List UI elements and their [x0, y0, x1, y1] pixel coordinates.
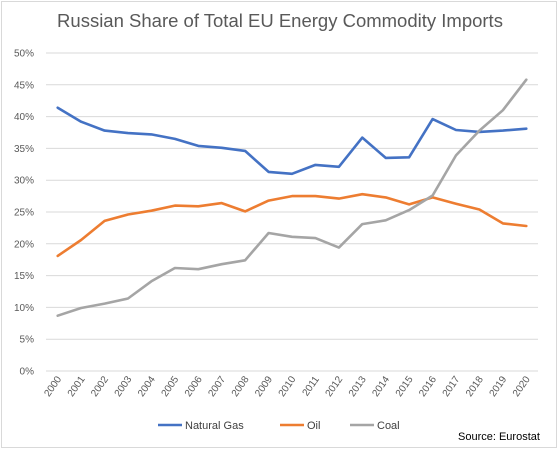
x-tick-label: 2010 [277, 374, 299, 399]
x-tick-label: 2006 [183, 374, 205, 399]
source-note: Source: Eurostat [458, 431, 540, 443]
y-tick-label: 35% [14, 144, 34, 155]
y-tick-label: 10% [14, 303, 34, 314]
x-tick-label: 2020 [511, 374, 533, 399]
x-tick-label: 2002 [89, 374, 111, 399]
y-tick-label: 25% [14, 208, 34, 219]
y-tick-label: 30% [14, 176, 34, 187]
x-tick-label: 2011 [301, 374, 323, 398]
x-tick-label: 2013 [347, 374, 369, 399]
y-tick-label: 0% [20, 367, 35, 378]
legend-label: Coal [377, 420, 400, 432]
y-tick-label: 50% [14, 49, 34, 60]
y-tick-label: 20% [14, 239, 34, 250]
x-tick-label: 2012 [324, 374, 346, 399]
x-tick-label: 2019 [488, 374, 510, 399]
series-line-oil [56, 192, 528, 258]
x-tick-label: 2015 [394, 374, 416, 399]
x-tick-label: 2014 [370, 374, 392, 399]
x-tick-label: 2000 [42, 374, 64, 399]
chart-title: Russian Share of Total EU Energy Commodi… [57, 10, 503, 31]
legend: Natural Gas Oil Coal [158, 420, 400, 432]
x-axis-ticks: 2000 2001 2002 2003 2004 2005 2006 2007 2008 2009… [42, 374, 533, 399]
series-line-coal [56, 78, 528, 318]
y-tick-label: 40% [14, 112, 34, 123]
x-tick-label: 2009 [253, 374, 275, 399]
x-tick-label: 2005 [160, 374, 182, 399]
x-tick-label: 2007 [206, 374, 228, 399]
series-lines [56, 78, 528, 318]
y-tick-label: 5% [20, 335, 35, 346]
gridlines [46, 52, 538, 372]
x-tick-label: 2017 [441, 374, 463, 399]
legend-label: Oil [307, 420, 320, 432]
y-tick-label: 45% [14, 80, 34, 91]
y-axis-ticks: 0% 5% 10% 15% 20% 25% 30% 35% 40% 45% 50% [14, 49, 34, 378]
legend-label: Natural Gas [185, 420, 244, 432]
x-tick-label: 2004 [136, 374, 158, 399]
series-line-natural-gas [56, 106, 528, 176]
y-tick-label: 15% [14, 271, 34, 282]
x-tick-label: 2001 [66, 374, 88, 399]
x-tick-label: 2018 [464, 374, 486, 399]
x-tick-label: 2016 [417, 374, 439, 399]
x-tick-label: 2003 [113, 374, 135, 399]
x-tick-label: 2008 [230, 374, 252, 399]
